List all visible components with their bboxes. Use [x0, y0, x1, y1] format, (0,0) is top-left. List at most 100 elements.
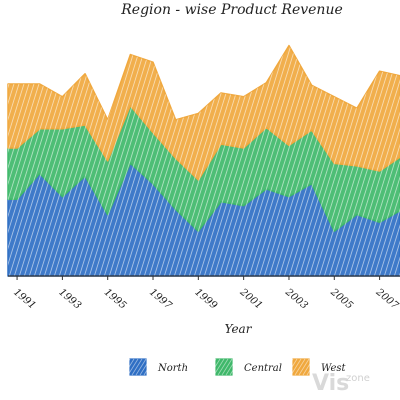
hatch-line	[74, 105, 166, 232]
hatch-line	[334, 45, 400, 180]
legend-hatch	[131, 358, 143, 376]
hatch-line	[0, 0, 5, 290]
hatch-line	[109, 163, 201, 276]
legend-label: Central	[244, 363, 282, 374]
hatch-line	[204, 105, 296, 232]
hatch-line	[79, 163, 171, 276]
hatch-line	[184, 163, 276, 276]
hatch-line	[29, 105, 121, 232]
x-axis-ticks: 1991 1993 1995 1997 1999 2001 2003 2005 2007	[11, 276, 400, 312]
hatch-line	[294, 163, 386, 276]
hatch-line	[219, 105, 311, 232]
hatch-line	[0, 0, 5, 290]
legend-item-central: Central	[205, 358, 282, 376]
hatch-line	[319, 163, 400, 276]
hatch-line	[284, 163, 376, 276]
legend-hatch	[143, 358, 155, 376]
legend-hatch	[123, 358, 135, 376]
hatch-line	[329, 163, 400, 276]
hatch-line	[139, 163, 231, 276]
hatch-line	[169, 163, 261, 276]
hatch-line	[374, 163, 400, 276]
watermark-logo: Vis zone	[312, 371, 370, 396]
hatch-line	[279, 163, 371, 276]
hatch-line	[344, 45, 400, 180]
hatch-line	[339, 45, 400, 180]
hatch-line	[214, 105, 306, 232]
hatch-line	[329, 45, 400, 180]
x-tick-label: 1993	[56, 287, 83, 312]
hatch-line	[194, 163, 286, 276]
legend-hatch	[139, 358, 151, 376]
legend-hatch	[217, 358, 229, 376]
hatch-line	[259, 105, 351, 232]
hatch-line	[99, 105, 191, 232]
hatch-line	[309, 163, 400, 276]
hatch-line	[219, 163, 311, 276]
hatch-line	[129, 163, 221, 276]
hatch-line	[209, 105, 301, 232]
hatch-line	[54, 163, 146, 276]
hatch-line	[19, 105, 111, 232]
hatch-line	[24, 163, 116, 276]
hatch-line	[0, 0, 5, 290]
hatch-line	[269, 105, 361, 232]
x-tick-label: 1997	[147, 287, 174, 312]
hatch-line	[164, 163, 256, 276]
hatch-line	[14, 105, 106, 232]
hatch-line	[199, 163, 291, 276]
legend-hatch	[294, 358, 306, 376]
hatch-line	[364, 163, 400, 276]
hatch-line	[324, 163, 400, 276]
hatch-line	[89, 105, 181, 232]
area-layer	[7, 44, 400, 277]
hatch-north	[0, 0, 400, 290]
legend-hatch	[135, 358, 147, 376]
hatch-line	[269, 163, 361, 276]
hatch-line	[304, 163, 396, 276]
hatch-line	[259, 163, 351, 276]
hatch-line	[159, 163, 251, 276]
hatch-line	[34, 163, 126, 276]
hatch-line	[239, 163, 331, 276]
hatch-line	[234, 163, 326, 276]
hatch-line	[274, 105, 366, 232]
legend-hatch	[221, 358, 233, 376]
hatch-line	[359, 163, 400, 276]
hatch-line	[264, 105, 356, 232]
area-west	[7, 44, 400, 181]
hatch-line	[19, 163, 111, 276]
hatch-line	[349, 163, 400, 276]
hatch-line	[89, 163, 181, 276]
hatch-line	[189, 163, 281, 276]
hatch-line	[84, 105, 176, 232]
legend-hatch	[119, 358, 131, 376]
hatch-line	[179, 105, 271, 232]
hatch-line	[234, 105, 326, 232]
hatch-line	[214, 163, 306, 276]
hatch-line	[79, 105, 171, 232]
x-axis-title: Year	[225, 322, 253, 336]
hatch-line	[8, 163, 86, 276]
hatch-line	[9, 163, 101, 276]
hatch-line	[39, 163, 131, 276]
watermark-main: Vis	[312, 371, 349, 396]
hatch-line	[8, 105, 96, 232]
hatch-line	[44, 105, 136, 232]
hatch-line	[154, 163, 246, 276]
legend-label: West	[321, 363, 347, 374]
hatch-line	[34, 105, 126, 232]
hatch-line	[94, 163, 186, 276]
hatch-line	[8, 163, 91, 276]
hatch-line	[39, 105, 131, 232]
hatch-line	[104, 163, 196, 276]
hatch-line	[229, 105, 321, 232]
hatch-line	[59, 163, 151, 276]
hatch-line	[264, 163, 356, 276]
legend-hatch	[298, 358, 310, 376]
hatch-line	[344, 163, 400, 276]
hatch-line	[94, 105, 186, 232]
hatch-line	[49, 163, 141, 276]
x-tick-label: 1991	[11, 287, 38, 312]
